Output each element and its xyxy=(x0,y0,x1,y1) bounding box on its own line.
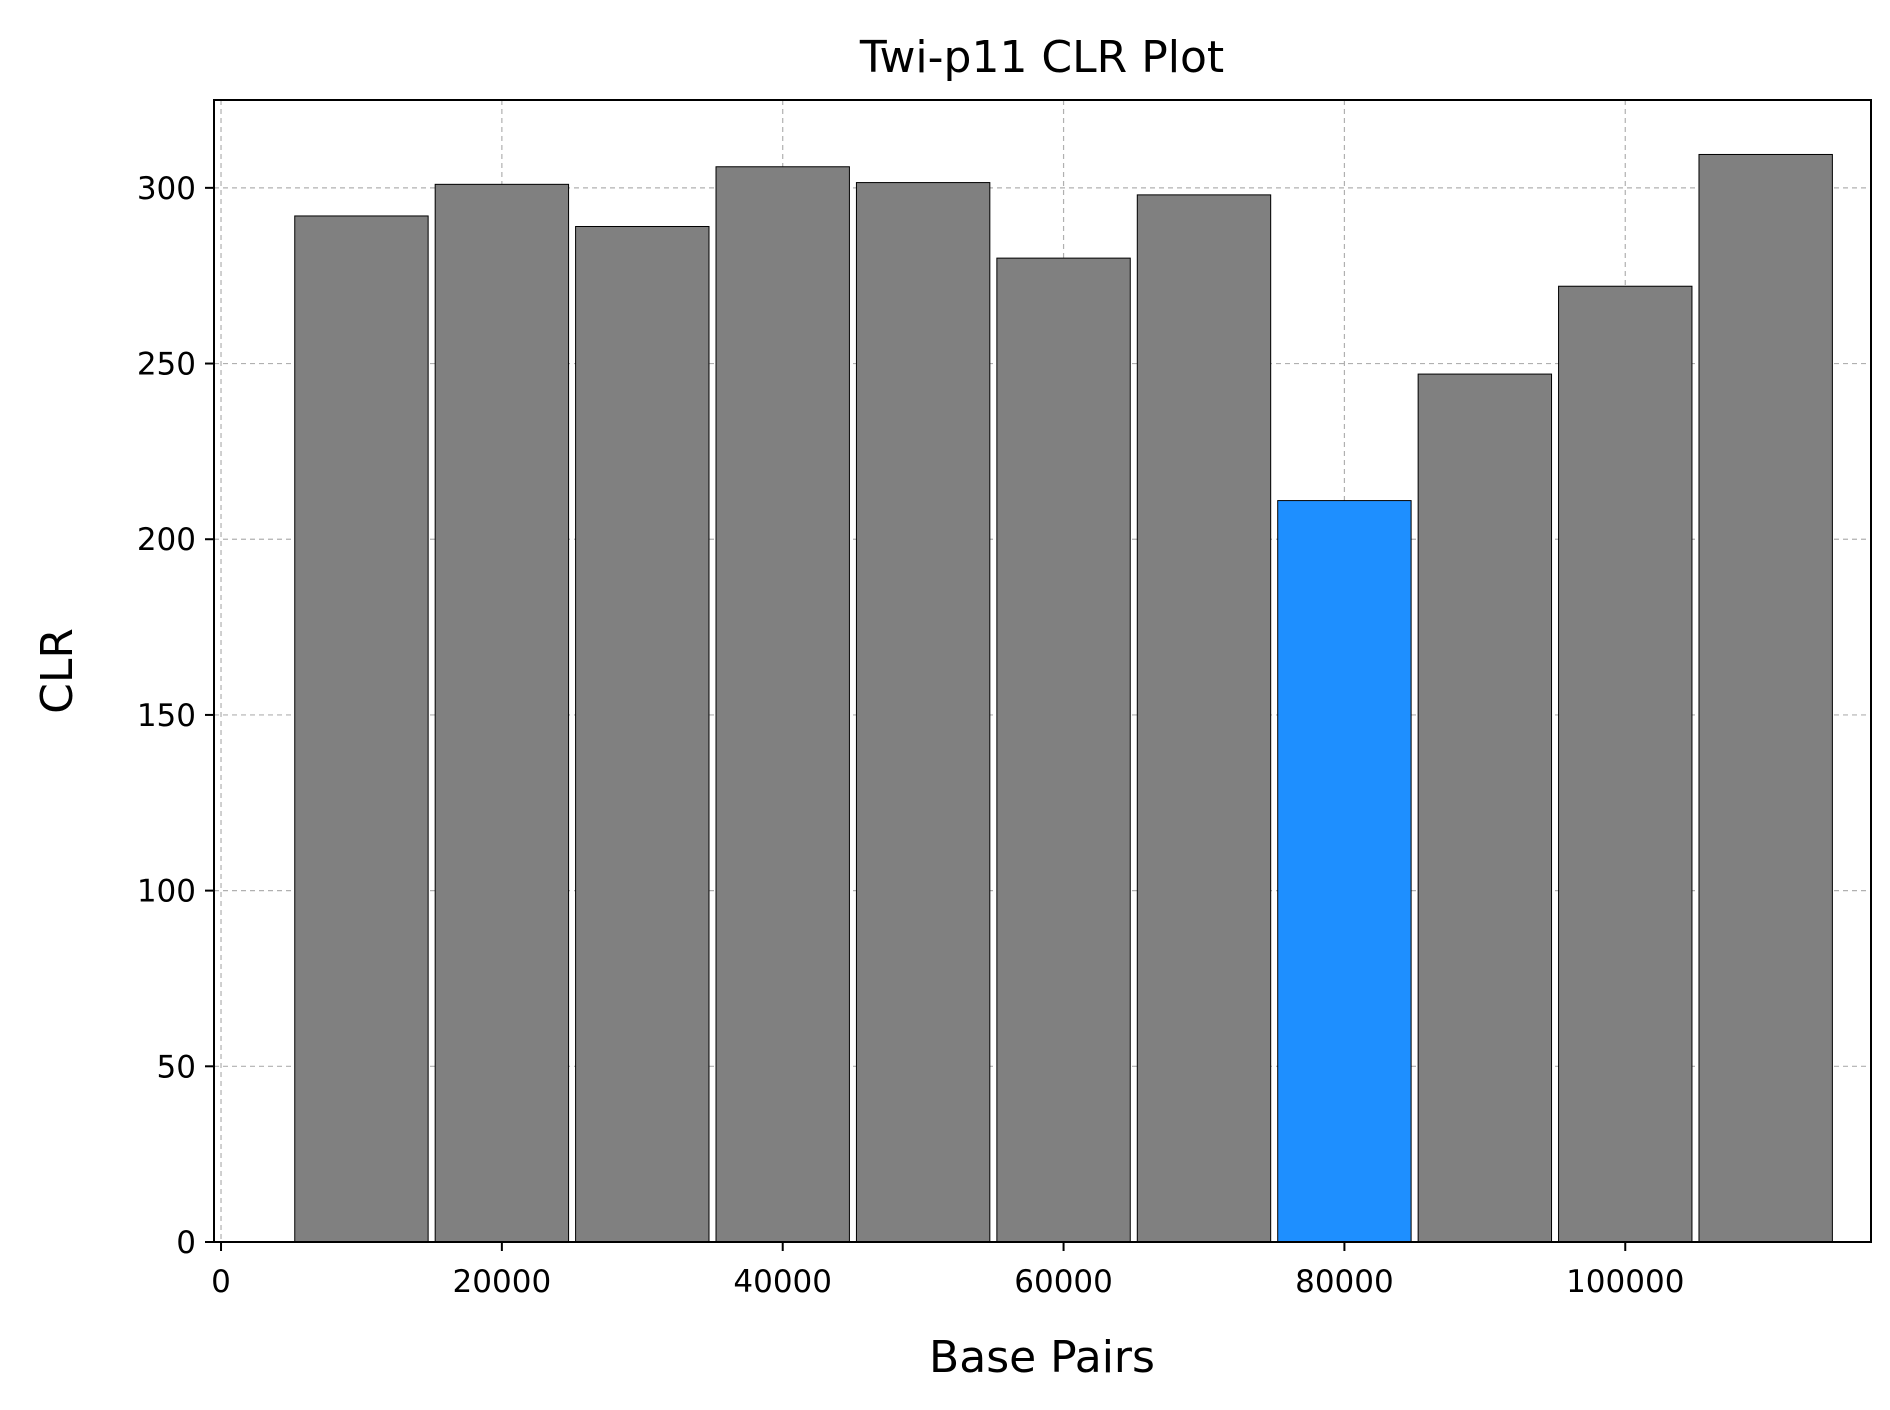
bar-1 xyxy=(434,183,570,1243)
x-tick-label: 60000 xyxy=(1014,1264,1113,1300)
y-tick-label: 0 xyxy=(176,1225,196,1261)
bar-3 xyxy=(715,166,850,1243)
bar-6 xyxy=(1136,194,1272,1243)
bar-9 xyxy=(1558,285,1693,1243)
y-tick-label: 250 xyxy=(137,347,196,383)
bars xyxy=(294,153,1833,1243)
y-tick-label: 300 xyxy=(137,171,196,207)
x-tick-label: 40000 xyxy=(733,1264,832,1300)
y-tick-label: 200 xyxy=(137,522,196,558)
x-tick-label: 100000 xyxy=(1566,1264,1684,1300)
y-axis-label: CLR xyxy=(32,628,83,714)
bar-7 xyxy=(1277,500,1412,1243)
plot-frame xyxy=(213,99,1872,1243)
ticks: 0 20000 40000 60000 80000 100000 0 50 100 150 200 2… xyxy=(137,171,1685,1300)
bar-5 xyxy=(996,257,1131,1243)
bar-0 xyxy=(294,215,429,1243)
x-tick-label: 80000 xyxy=(1295,1264,1394,1300)
y-tick-label: 50 xyxy=(157,1049,196,1085)
y-tick-label: 150 xyxy=(137,698,196,734)
x-tick-label: 0 xyxy=(211,1264,231,1300)
bar-2 xyxy=(575,225,710,1243)
x-axis-label: Base Pairs xyxy=(929,1332,1155,1383)
bar-8 xyxy=(1417,373,1553,1243)
chart-title: Twi-p11 CLR Plot xyxy=(859,32,1224,83)
bar-10 xyxy=(1698,153,1833,1243)
bar-4 xyxy=(855,182,991,1243)
y-tick-label: 100 xyxy=(137,874,196,910)
x-tick-label: 20000 xyxy=(453,1264,552,1300)
